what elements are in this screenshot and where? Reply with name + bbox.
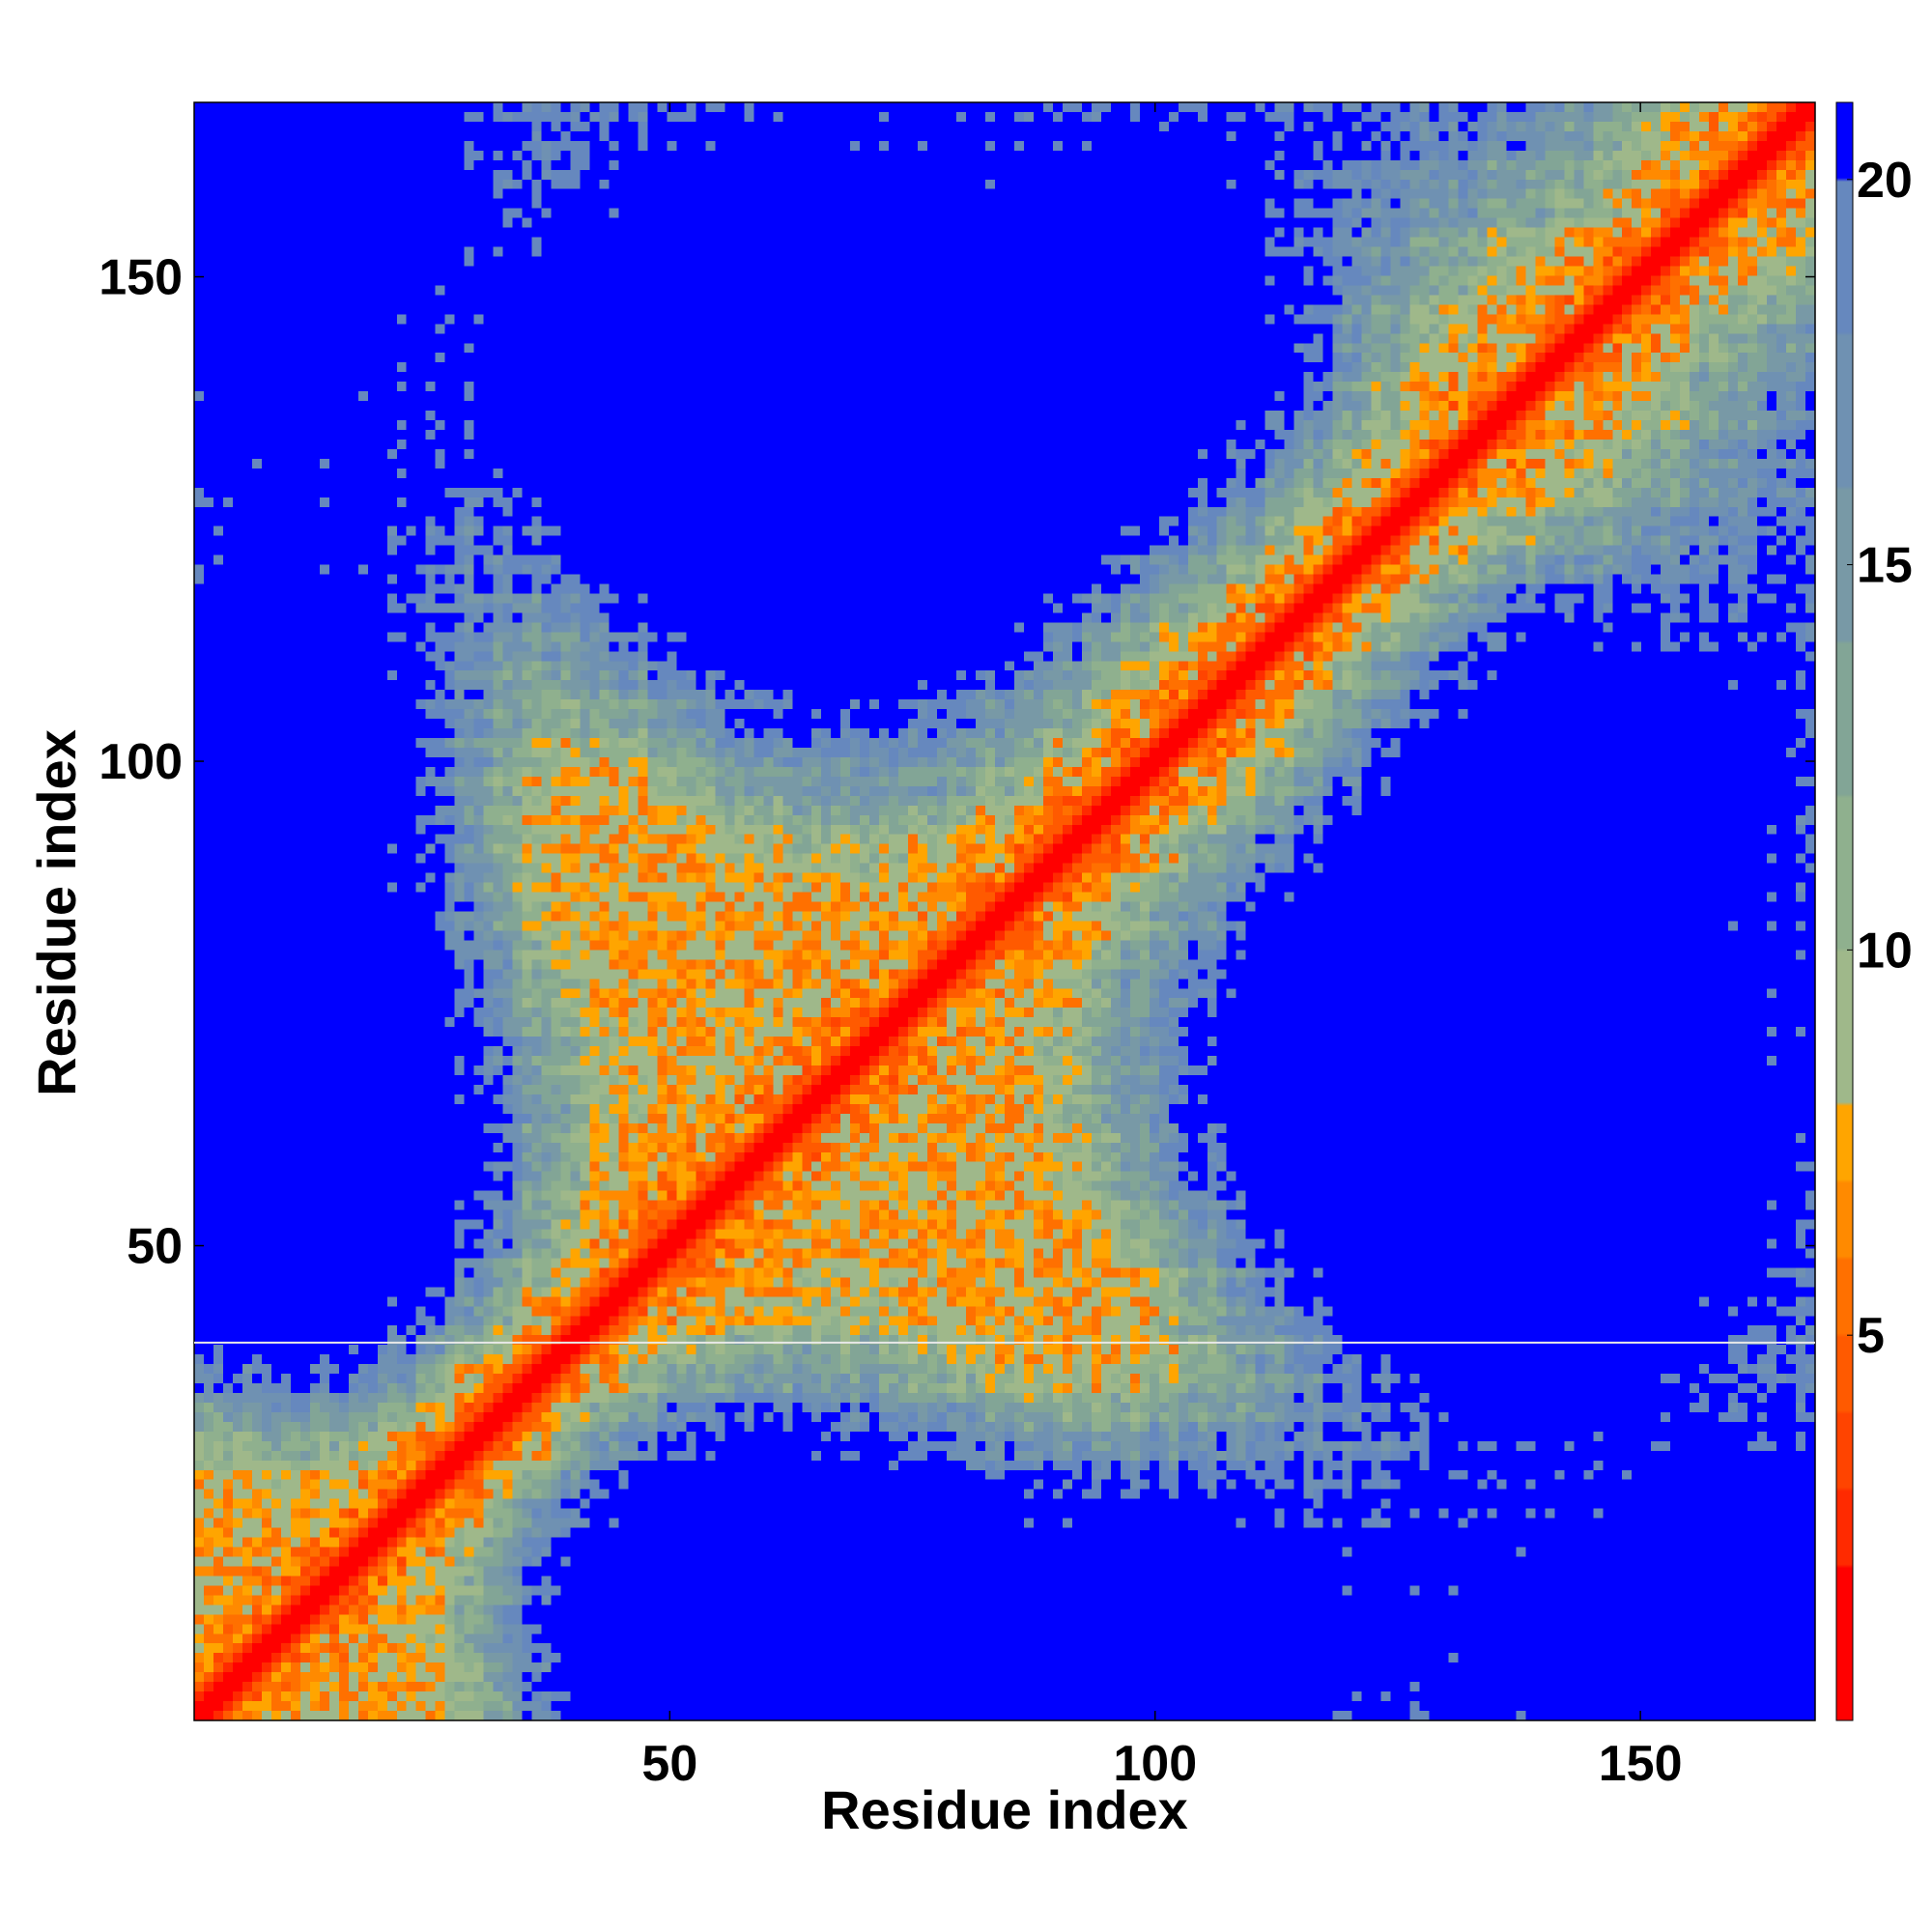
x-axis-label: Residue index bbox=[821, 1779, 1188, 1840]
y-tick-label: 100 bbox=[99, 734, 183, 790]
y-axis-label: Residue index bbox=[26, 729, 87, 1096]
colorbar-tick-label: 10 bbox=[1857, 923, 1913, 979]
y-tick-label: 150 bbox=[99, 250, 183, 306]
x-tick-label: 150 bbox=[1599, 1736, 1683, 1792]
colorbar-tick-label: 20 bbox=[1857, 153, 1913, 209]
colorbar bbox=[1836, 102, 1853, 1720]
x-tick-label: 50 bbox=[641, 1736, 697, 1792]
colorbar-tick-label: 15 bbox=[1857, 538, 1913, 594]
y-axis-ticks: 50 100 150 bbox=[99, 250, 1815, 1275]
colorbar-ticks: 5 10 15 20 bbox=[1847, 153, 1913, 1364]
x-axis-ticks: 50 100 150 bbox=[641, 102, 1683, 1792]
colorbar-tick-label: 5 bbox=[1857, 1308, 1885, 1364]
y-tick-label: 50 bbox=[127, 1219, 183, 1275]
x-tick-label: 100 bbox=[1113, 1736, 1197, 1792]
heatmap-plot-area bbox=[194, 102, 1815, 1720]
colorbar-frame bbox=[1835, 101, 1854, 1721]
plot-frame bbox=[193, 101, 1816, 1721]
